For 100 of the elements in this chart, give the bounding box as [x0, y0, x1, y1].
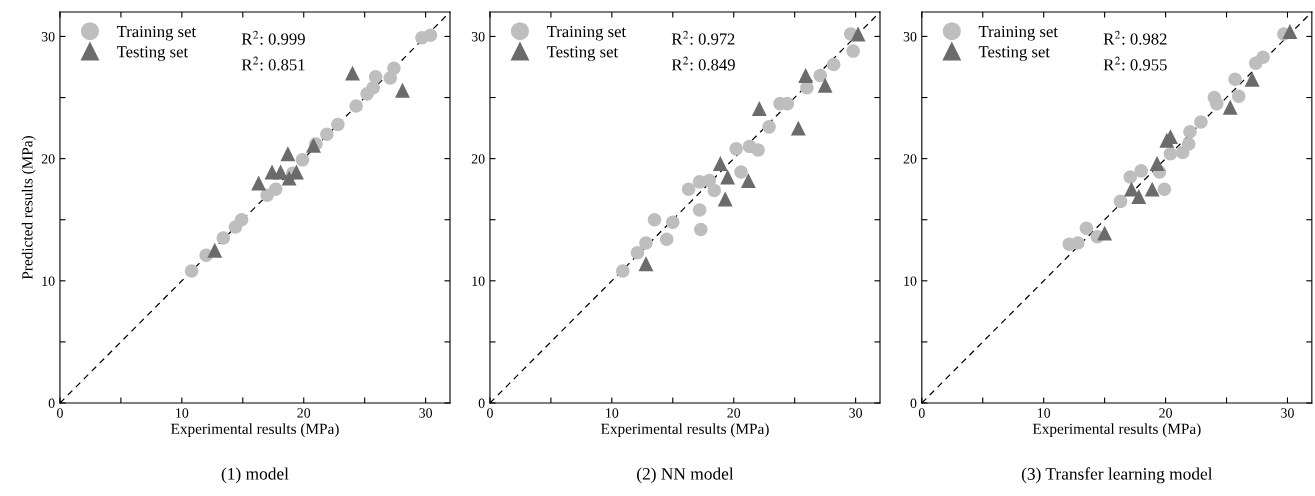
point — [207, 242, 223, 258]
point — [1181, 137, 1196, 151]
point — [331, 117, 345, 132]
point — [817, 77, 833, 93]
point — [1244, 71, 1260, 87]
point — [1157, 182, 1172, 196]
annotation: R$^{2}$: 0.851 — [241, 56, 305, 71]
point — [1079, 221, 1094, 236]
point — [692, 203, 707, 217]
x-tick-label: 20 — [727, 408, 741, 418]
point — [647, 212, 662, 227]
point — [720, 169, 736, 185]
y-tick-label: 20 — [471, 154, 485, 164]
point — [251, 175, 267, 191]
point — [729, 142, 743, 156]
point — [1163, 146, 1178, 161]
x-axis-title: Experimental results (MPa) — [600, 423, 769, 438]
x-tick-label: 30 — [849, 408, 863, 418]
point — [280, 146, 296, 162]
legend-label: Training set — [978, 25, 1058, 41]
point — [320, 127, 334, 141]
x-tick-label: 30 — [1281, 408, 1294, 418]
x-axis-title: Experimental results (MPa) — [170, 423, 339, 438]
x-tick-label: 20 — [297, 408, 311, 418]
y-tick-label: 30 — [903, 32, 917, 42]
point — [1282, 24, 1298, 39]
point — [826, 57, 841, 72]
point — [751, 101, 767, 116]
annotation: R$^{2}$: 0.982 — [1103, 30, 1167, 45]
legend-label: Testing set — [978, 46, 1050, 61]
y-tick-label: 20 — [41, 154, 55, 164]
x-tick-label: 0 — [918, 408, 925, 418]
legend-label: Training set — [546, 25, 627, 41]
point — [1124, 181, 1139, 197]
point — [638, 256, 654, 272]
point — [1210, 96, 1224, 111]
x-tick-label: 10 — [606, 408, 619, 418]
point — [798, 68, 814, 83]
point — [1123, 170, 1137, 184]
point — [268, 182, 283, 196]
point — [790, 120, 806, 136]
point — [639, 236, 653, 250]
y-tick-label: 10 — [42, 276, 55, 286]
point — [666, 215, 680, 229]
point — [762, 120, 776, 134]
text: (3) Transfer learning model — [1021, 467, 1213, 484]
point — [1149, 156, 1165, 171]
point — [216, 231, 231, 245]
text: (1) model — [221, 467, 289, 484]
y-tick-label: 10 — [472, 276, 485, 286]
point — [1231, 89, 1246, 104]
y-tick-label: 20 — [903, 154, 917, 164]
y-tick-label: 0 — [48, 398, 55, 408]
annotation: R$^{2}$: 0.999 — [241, 30, 305, 45]
point — [1131, 189, 1147, 204]
point — [846, 44, 860, 58]
point — [734, 165, 748, 179]
point — [813, 68, 828, 83]
point — [368, 69, 383, 84]
point — [681, 182, 696, 196]
y-tick-label: 10 — [904, 276, 917, 286]
point — [349, 99, 363, 113]
point — [387, 61, 401, 75]
point — [295, 153, 310, 167]
annotation: R$^{2}$: 0.972 — [671, 30, 735, 45]
x-tick-label: 20 — [1159, 408, 1172, 418]
y-tick-label: 30 — [41, 32, 55, 42]
point — [702, 173, 717, 188]
x-tick-label: 30 — [419, 408, 433, 418]
legend-label: Testing set — [116, 46, 189, 61]
point — [1134, 164, 1148, 178]
point — [234, 212, 249, 227]
point — [1256, 50, 1270, 64]
point — [707, 183, 721, 198]
point — [630, 245, 645, 260]
x-tick-label: 0 — [487, 408, 493, 418]
annotation: R$^{2}$: 0.955 — [1103, 56, 1167, 71]
x-tick-label: 10 — [1037, 408, 1051, 418]
legend-label: Testing set — [546, 46, 619, 61]
point — [740, 173, 756, 189]
point — [694, 222, 708, 237]
point — [1194, 115, 1208, 129]
point — [395, 82, 410, 98]
point — [1222, 99, 1238, 115]
annotation: R$^{2}$: 0.849 — [671, 56, 735, 71]
point — [616, 264, 630, 278]
point — [1097, 225, 1113, 241]
point — [717, 191, 733, 207]
legend-label: Training set — [116, 25, 197, 41]
point — [712, 156, 728, 171]
y-axis-title: Predicted results (MPa) — [21, 136, 36, 280]
point — [184, 264, 199, 278]
point — [1113, 194, 1128, 209]
point — [751, 143, 765, 157]
x-axis-title: Experimental results (MPa) — [1032, 423, 1201, 438]
x-tick-label: 0 — [57, 408, 63, 418]
point — [345, 65, 360, 81]
point — [1071, 236, 1085, 250]
y-tick-label: 0 — [910, 398, 917, 408]
x-tick-label: 10 — [176, 408, 189, 418]
